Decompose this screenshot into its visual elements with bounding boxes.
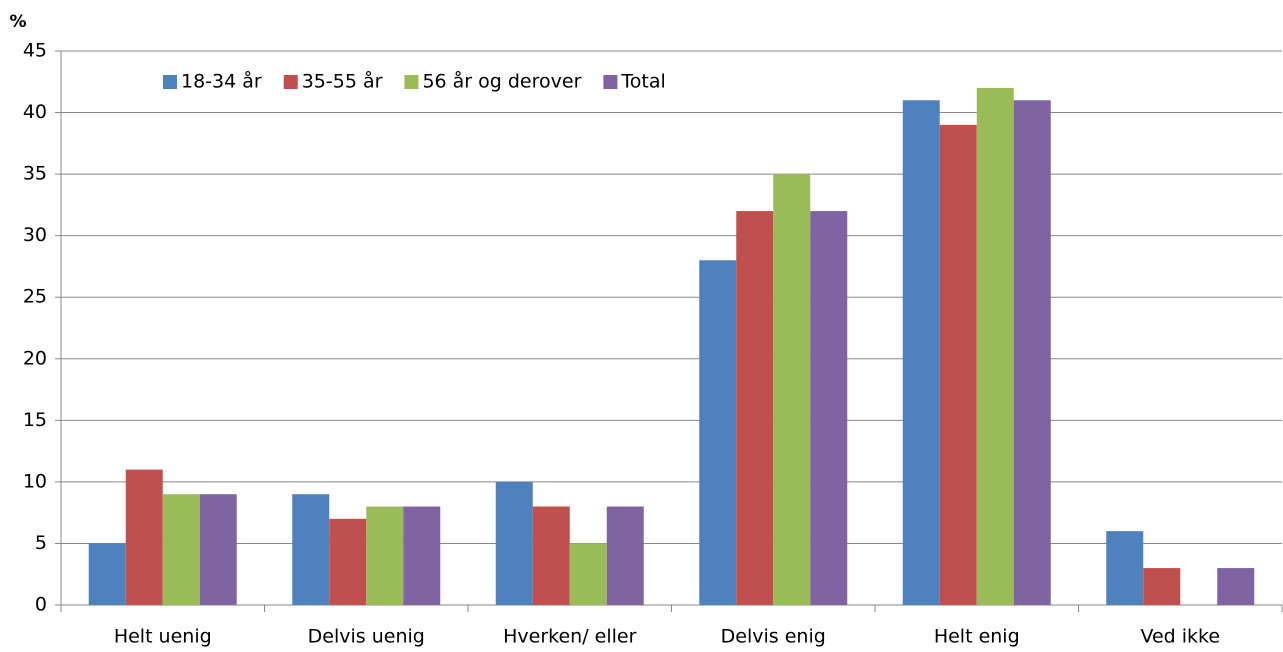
y-tick-label: 30 [23, 224, 47, 246]
bar [495, 481, 533, 605]
legend-label: 35-55 år [302, 70, 383, 93]
x-tick-label: Helt enig [934, 626, 1020, 648]
bar [292, 494, 330, 605]
bar [403, 506, 441, 605]
bar [976, 87, 1014, 605]
x-tick-label: Delvis enig [721, 626, 826, 648]
legend-swatch [283, 75, 298, 89]
y-tick-label: 25 [23, 286, 47, 308]
y-tick-label: 40 [23, 101, 47, 123]
bar [699, 260, 737, 605]
y-tick-label: 20 [23, 347, 47, 369]
bar [88, 543, 126, 605]
bar [606, 506, 644, 605]
bar [199, 494, 237, 605]
y-tick-label: 15 [23, 409, 47, 431]
y-tick-label: 45 [23, 40, 47, 62]
bar [569, 543, 607, 605]
legend-swatch [603, 75, 618, 89]
bar [810, 211, 848, 606]
legend-label: 18-34 år [181, 70, 262, 93]
bar [1013, 100, 1051, 605]
x-tick-label: Delvis uenig [308, 626, 425, 648]
y-axis-label: % [9, 12, 26, 32]
y-tick-label: 0 [35, 594, 47, 616]
bar [532, 506, 570, 605]
legend-swatch [404, 75, 419, 89]
bar [329, 518, 367, 605]
legend-label: Total [620, 71, 665, 93]
bar [162, 494, 200, 605]
bar [939, 124, 977, 605]
bar [736, 211, 774, 606]
bar [125, 469, 163, 605]
bar [1106, 531, 1144, 605]
bar [1143, 568, 1181, 605]
legend-label: 56 år og derover [422, 70, 581, 93]
bar [902, 100, 940, 605]
bar [1217, 568, 1255, 605]
bar [366, 506, 404, 605]
y-tick-label: 5 [35, 532, 47, 554]
bar [773, 174, 811, 605]
legend-swatch [163, 75, 177, 89]
y-tick-label: 35 [23, 163, 47, 185]
x-tick-label: Ved ikke [1140, 626, 1220, 648]
x-tick-label: Helt uenig [114, 626, 212, 648]
x-tick-label: Hverken/ eller [503, 626, 636, 648]
y-tick-label: 10 [23, 470, 47, 492]
